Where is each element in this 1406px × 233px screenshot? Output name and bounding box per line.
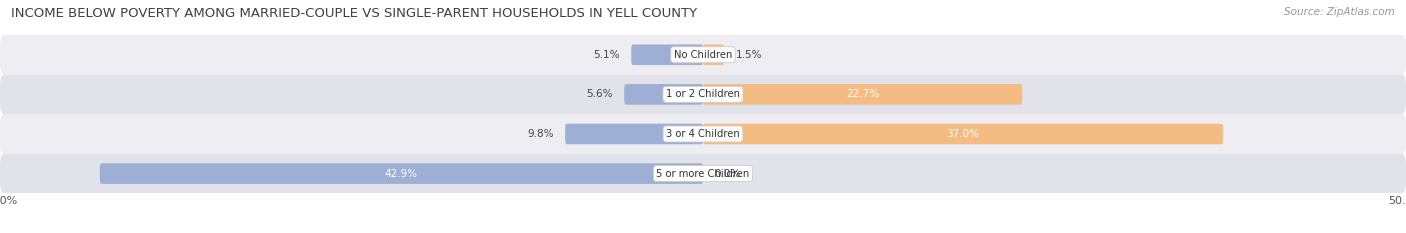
FancyBboxPatch shape bbox=[703, 124, 1223, 144]
Text: 5.1%: 5.1% bbox=[593, 50, 620, 60]
FancyBboxPatch shape bbox=[703, 45, 724, 65]
Text: 1 or 2 Children: 1 or 2 Children bbox=[666, 89, 740, 99]
FancyBboxPatch shape bbox=[631, 45, 703, 65]
Text: 5 or more Children: 5 or more Children bbox=[657, 169, 749, 178]
Text: 9.8%: 9.8% bbox=[527, 129, 554, 139]
Text: 0.0%: 0.0% bbox=[714, 169, 741, 178]
FancyBboxPatch shape bbox=[703, 84, 1022, 105]
FancyBboxPatch shape bbox=[565, 124, 703, 144]
Text: 3 or 4 Children: 3 or 4 Children bbox=[666, 129, 740, 139]
FancyBboxPatch shape bbox=[0, 114, 1406, 154]
FancyBboxPatch shape bbox=[0, 154, 1406, 193]
FancyBboxPatch shape bbox=[100, 163, 703, 184]
Text: No Children: No Children bbox=[673, 50, 733, 60]
Text: 42.9%: 42.9% bbox=[385, 169, 418, 178]
Text: Source: ZipAtlas.com: Source: ZipAtlas.com bbox=[1284, 7, 1395, 17]
FancyBboxPatch shape bbox=[0, 75, 1406, 114]
Text: 22.7%: 22.7% bbox=[846, 89, 879, 99]
FancyBboxPatch shape bbox=[624, 84, 703, 105]
Text: 1.5%: 1.5% bbox=[735, 50, 762, 60]
Text: 37.0%: 37.0% bbox=[946, 129, 980, 139]
Text: 5.6%: 5.6% bbox=[586, 89, 613, 99]
Text: INCOME BELOW POVERTY AMONG MARRIED-COUPLE VS SINGLE-PARENT HOUSEHOLDS IN YELL CO: INCOME BELOW POVERTY AMONG MARRIED-COUPL… bbox=[11, 7, 697, 20]
FancyBboxPatch shape bbox=[0, 35, 1406, 75]
